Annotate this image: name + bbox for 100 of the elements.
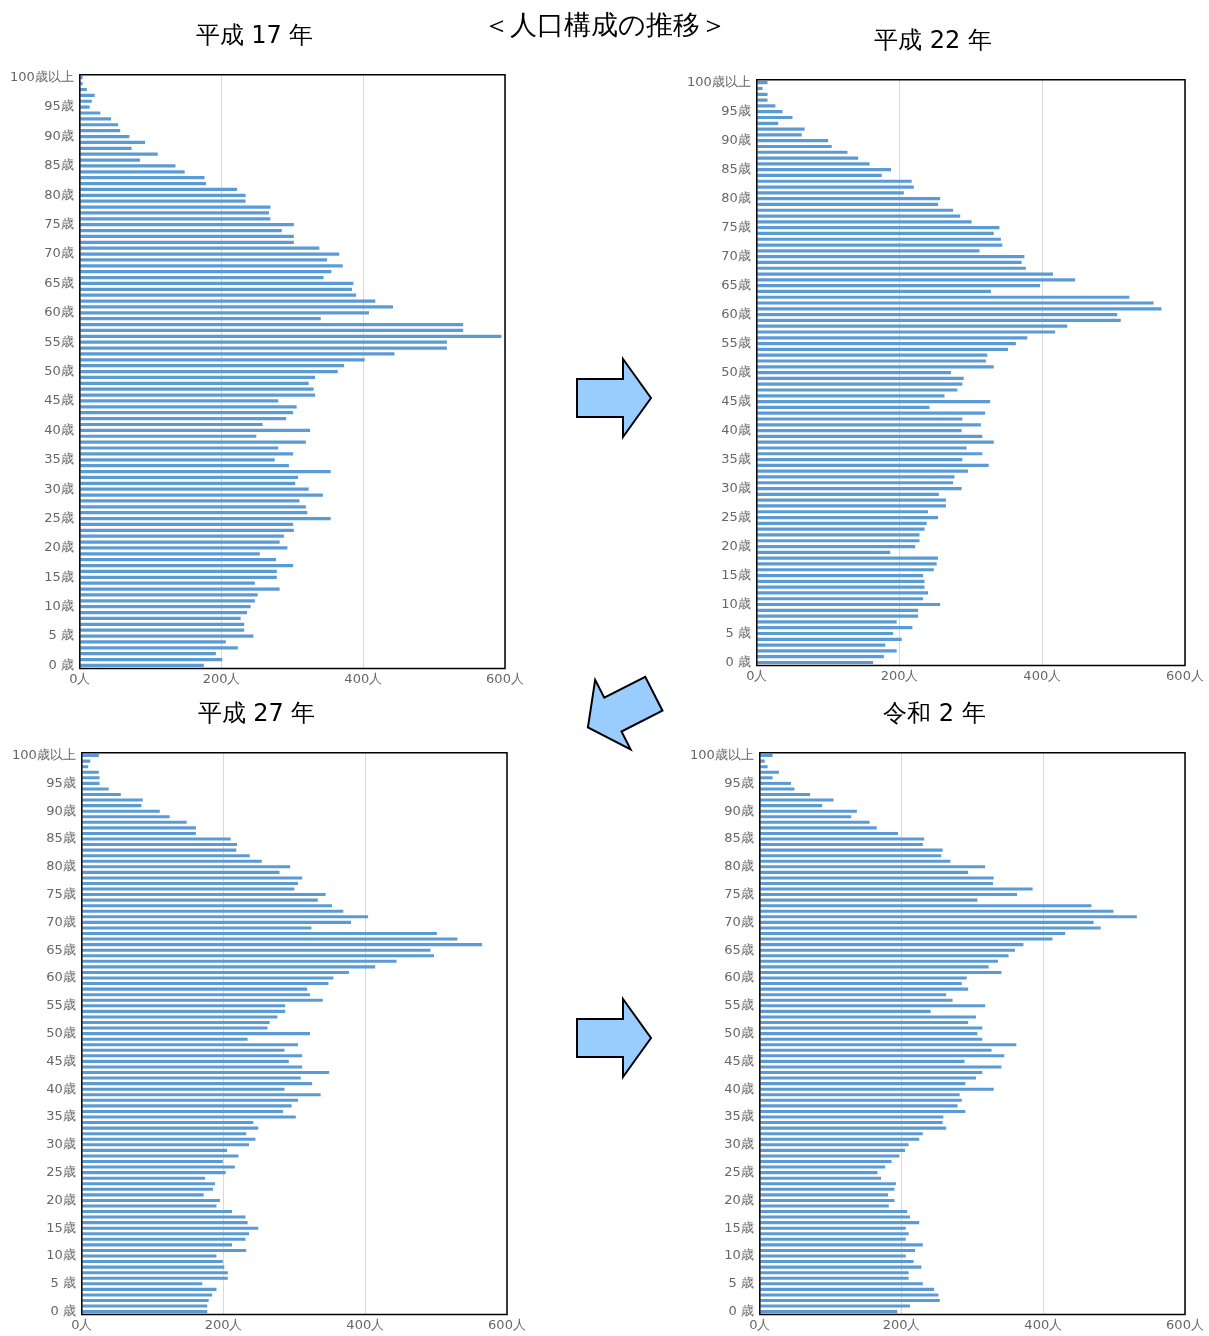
bar <box>760 1198 895 1202</box>
bar <box>82 1054 303 1058</box>
bar <box>760 909 1114 913</box>
bar <box>760 1159 892 1164</box>
bar <box>757 307 1162 311</box>
bar <box>80 599 255 603</box>
bar <box>82 1070 330 1075</box>
bar <box>80 129 121 133</box>
bar <box>80 434 257 438</box>
bar <box>757 400 991 404</box>
bar <box>760 809 857 813</box>
bar <box>760 976 967 980</box>
y-tick-label: 90歳 <box>724 802 754 818</box>
y-tick-label: 20歳 <box>44 539 74 555</box>
x-tick-label: 200人 <box>880 667 919 683</box>
bar <box>82 1304 208 1308</box>
bar <box>760 1015 976 1019</box>
bar <box>760 1093 960 1097</box>
bar <box>80 328 464 333</box>
bar <box>757 284 1041 288</box>
bar <box>80 540 280 544</box>
bar <box>80 111 101 115</box>
bar <box>80 146 132 150</box>
bar <box>82 1043 298 1047</box>
bar <box>760 1298 940 1303</box>
y-tick-label: 90歳 <box>44 127 74 143</box>
bar <box>80 117 111 121</box>
bar <box>80 105 90 109</box>
bar <box>757 521 927 525</box>
bar <box>757 655 884 659</box>
bar <box>757 626 913 630</box>
y-tick-label: 65歳 <box>724 941 754 957</box>
bar <box>82 1221 248 1225</box>
bar <box>82 1015 278 1019</box>
bar <box>80 293 357 297</box>
bar <box>760 1087 994 1091</box>
y-tick-label: 25歳 <box>724 1163 754 1179</box>
bar <box>760 1054 1005 1058</box>
bar <box>82 776 100 780</box>
bar <box>82 815 170 819</box>
bar <box>82 1215 246 1219</box>
y-tick-label: 0 歳 <box>728 1302 754 1318</box>
y-tick-label: 75歳 <box>46 885 76 901</box>
bar <box>80 199 246 203</box>
bar <box>757 295 1130 299</box>
bar <box>82 898 318 902</box>
bar <box>760 1226 906 1230</box>
bar <box>760 1020 969 1025</box>
bar <box>760 954 1009 958</box>
bar <box>80 258 328 262</box>
y-tick-label: 95歳 <box>44 98 74 114</box>
bar <box>80 428 311 432</box>
bar <box>760 854 942 858</box>
bar <box>80 334 502 338</box>
bar <box>760 1059 965 1063</box>
bar <box>757 568 934 572</box>
bar <box>760 1065 1002 1069</box>
bar <box>80 605 251 609</box>
bar <box>82 937 458 941</box>
bar <box>80 405 297 409</box>
x-tick-label: 400人 <box>1023 667 1062 683</box>
bar <box>82 876 303 880</box>
x-tick-label: 0人 <box>749 1316 771 1332</box>
y-tick-label: 45歳 <box>44 392 74 408</box>
bar <box>82 754 99 758</box>
bar <box>757 260 1022 265</box>
bar <box>760 926 1101 930</box>
bar <box>757 631 894 636</box>
bar <box>760 1009 931 1013</box>
x-tick-label: 400人 <box>344 670 383 686</box>
bar <box>82 954 435 958</box>
y-tick-label: 5 歳 <box>50 1275 76 1291</box>
bar <box>80 622 245 626</box>
bar <box>760 798 834 802</box>
bar <box>80 223 294 227</box>
bar <box>760 1282 923 1286</box>
bar <box>80 628 245 632</box>
bar <box>760 1232 909 1236</box>
bar <box>757 562 937 566</box>
bar <box>82 843 238 847</box>
bar <box>760 792 811 797</box>
bar <box>80 164 176 168</box>
bar <box>757 330 1056 334</box>
y-tick-label: 10歳 <box>721 595 751 611</box>
bar <box>760 1287 935 1291</box>
bar <box>82 948 431 952</box>
bar <box>80 616 241 621</box>
bar <box>757 324 1068 328</box>
x-tick-label: 200人 <box>202 670 241 686</box>
y-tick-label: 70歳 <box>724 913 754 929</box>
y-tick-label: 45歳 <box>721 392 751 408</box>
bar <box>757 301 1154 305</box>
y-tick-label: 100歳以上 <box>686 74 751 90</box>
bar <box>760 826 877 830</box>
bar <box>757 457 963 462</box>
bar <box>757 423 981 427</box>
y-tick-label: 70歳 <box>721 248 751 264</box>
bar <box>82 993 310 997</box>
bar <box>757 342 1016 346</box>
bar <box>757 481 954 485</box>
